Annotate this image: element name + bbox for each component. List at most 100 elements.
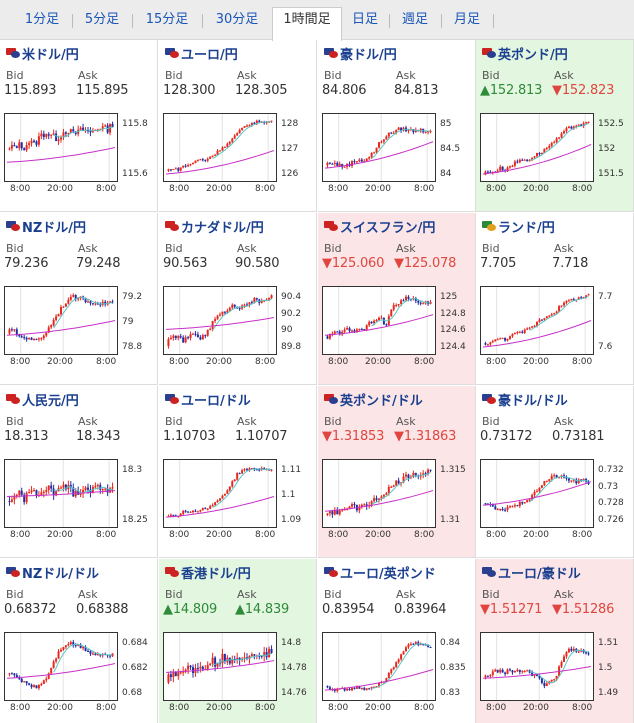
price-chart[interactable]: 128 127 126 8:00 20:00 8:00 xyxy=(163,113,313,197)
currency-cell[interactable]: 英ポンド/ドル Bid Ask ▼1.31853 ▼1.31863 1.315 1.31 8:… xyxy=(318,386,476,558)
pair-name[interactable]: 英ポンド/ドル xyxy=(340,393,423,409)
price-chart[interactable]: 90.4 90.2 90 89.8 8:00 20:00 8:00 xyxy=(163,286,313,370)
tab-daily[interactable]: 日足 xyxy=(351,12,378,27)
pair-name[interactable]: ユーロ/ドル xyxy=(181,393,251,409)
tab-monthly[interactable]: 月足 xyxy=(453,12,480,27)
x-tick-label: 8:00 xyxy=(255,184,276,194)
currency-cell[interactable]: ユーロ/英ポンド Bid Ask 0.83954 0.83964 0.84 0.835 0.8… xyxy=(318,559,476,723)
pair-header[interactable]: ユーロ/円 xyxy=(165,44,238,63)
pair-name[interactable]: 米ドル/円 xyxy=(22,47,79,63)
currency-cell[interactable]: ランド/円 Bid Ask 7.705 7.718 7.7 7.6 8:00 20:00 8:00 xyxy=(476,213,634,385)
tab-5min[interactable]: 5分足 xyxy=(84,12,120,27)
currency-cell[interactable]: 香港ドル/円 Bid Ask ▲14.809 ▲14.839 14.8 14.78 14.76… xyxy=(159,559,317,723)
candle-body xyxy=(231,481,234,487)
price-chart[interactable]: 115.8 115.6 8:00 20:00 8:00 xyxy=(4,113,154,197)
candle-body xyxy=(555,138,558,143)
price-chart[interactable]: 152.5 152 151.5 8:00 20:00 8:00 xyxy=(480,113,630,197)
tab-weekly[interactable]: 週足 xyxy=(401,12,428,27)
pair-name[interactable]: NZドル/円 xyxy=(22,220,87,236)
currency-cell[interactable]: 豪ドル/円 Bid Ask 84.806 84.813 85 84.5 84 8:00 20:00… xyxy=(318,40,476,212)
candle-body xyxy=(419,302,422,304)
candle-body xyxy=(94,486,97,488)
pair-name[interactable]: ユーロ/英ポンド xyxy=(340,566,436,582)
currency-cell[interactable]: 米ドル/円 Bid Ask 115.893 115.895 115.8 115.6 8:00 2… xyxy=(0,40,158,212)
tab-15min[interactable]: 15分足 xyxy=(145,12,189,27)
bid-label: Bid xyxy=(324,588,342,601)
price-chart[interactable]: 85 84.5 84 8:00 20:00 8:00 xyxy=(322,113,472,197)
x-tick-label: 8:00 xyxy=(169,530,190,540)
pair-header[interactable]: 豪ドル/円 xyxy=(324,44,397,63)
currency-cell[interactable]: 英ポンド/円 Bid Ask ▲152.813 ▼152.823 152.5 152 151.… xyxy=(476,40,634,212)
pair-header[interactable]: ユーロ/ドル xyxy=(165,390,251,409)
currency-cell[interactable]: NZドル/ドル Bid Ask 0.68372 0.68388 0.684 0.682 0.6… xyxy=(0,559,158,723)
candle-body xyxy=(201,335,204,340)
price-chart[interactable]: 1.51 1.5 1.49 8:00 20:00 8:00 xyxy=(480,632,630,716)
currency-cell[interactable]: カナダドル/円 Bid Ask 90.563 90.580 90.4 90.2 90 89.8 8… xyxy=(159,213,317,385)
currency-cell[interactable]: ユーロ/ドル Bid Ask 1.10703 1.10707 1.11 1.1 1.09 8:0… xyxy=(159,386,317,558)
price-chart[interactable]: 7.7 7.6 8:00 20:00 8:00 xyxy=(480,286,630,370)
price-chart[interactable]: 14.8 14.78 14.76 8:00 20:00 8:00 xyxy=(163,632,313,716)
candle-body xyxy=(414,642,417,645)
pair-header[interactable]: 英ポンド/円 xyxy=(482,44,568,63)
pair-name[interactable]: ユーロ/豪ドル xyxy=(498,566,581,582)
tab-1hour[interactable]: 1時間足 xyxy=(272,7,342,41)
candle-body xyxy=(174,168,177,170)
tab-1min[interactable]: 1分足 xyxy=(24,12,60,27)
candle-body xyxy=(395,480,398,486)
pair-header[interactable]: 豪ドル/ドル xyxy=(482,390,568,409)
pair-header[interactable]: ランド/円 xyxy=(482,217,555,236)
pair-header[interactable]: 香港ドル/円 xyxy=(165,563,251,582)
candle-body xyxy=(250,467,253,469)
ask-label: Ask xyxy=(396,588,416,601)
currency-cell[interactable]: 人民元/円 Bid Ask 18.313 18.343 18.3 18.25 8:00 20:0… xyxy=(0,386,158,558)
pair-name[interactable]: 豪ドル/ドル xyxy=(498,393,568,409)
candle-body xyxy=(169,674,172,678)
pair-name[interactable]: カナダドル/円 xyxy=(181,220,264,236)
pair-header[interactable]: ユーロ/英ポンド xyxy=(324,563,436,582)
pair-name[interactable]: 香港ドル/円 xyxy=(181,566,251,582)
pair-header[interactable]: 英ポンド/ドル xyxy=(324,390,423,409)
pair-name[interactable]: 英ポンド/円 xyxy=(498,47,568,63)
pair-name[interactable]: ランド/円 xyxy=(498,220,555,236)
price-chart[interactable]: 0.84 0.835 0.83 8:00 20:00 8:00 xyxy=(322,632,472,716)
pair-name[interactable]: NZドル/ドル xyxy=(22,566,100,582)
currency-cell[interactable]: 豪ドル/ドル Bid Ask 0.73172 0.73181 0.732 0.73 0.728… xyxy=(476,386,634,558)
price-chart[interactable]: 1.315 1.31 8:00 20:00 8:00 xyxy=(322,459,472,543)
pair-name[interactable]: ユーロ/円 xyxy=(181,47,238,63)
pair-header[interactable]: 人民元/円 xyxy=(6,390,79,409)
currency-cell[interactable]: ユーロ/円 Bid Ask 128.300 128.305 128 127 126 8:00 20… xyxy=(159,40,317,212)
ma-short-line xyxy=(371,128,431,159)
price-chart[interactable]: 0.684 0.682 0.68 8:00 20:00 8:00 xyxy=(4,632,154,716)
pair-header[interactable]: NZドル/ドル xyxy=(6,563,100,582)
currency-cell[interactable]: ユーロ/豪ドル Bid Ask ▼1.51271 ▼1.51286 1.51 1.5 1.49… xyxy=(476,559,634,723)
candle-body xyxy=(250,654,253,656)
candle-body xyxy=(491,504,494,507)
currency-cell[interactable]: NZドル/円 Bid Ask 79.236 79.248 79.2 79 78.8 8:00 20… xyxy=(0,213,158,385)
tab-30min[interactable]: 30分足 xyxy=(215,12,259,27)
candle-body xyxy=(199,510,202,512)
pair-header[interactable]: スイスフラン/円 xyxy=(324,217,436,236)
pair-name[interactable]: 豪ドル/円 xyxy=(340,47,397,63)
price-chart[interactable]: 1.11 1.1 1.09 8:00 20:00 8:00 xyxy=(163,459,313,543)
y-tick-label: 128 xyxy=(281,119,299,129)
candle-body xyxy=(18,490,21,495)
candle-body xyxy=(184,669,187,672)
ask-value: 90.580 xyxy=(235,256,279,271)
pair-header[interactable]: 米ドル/円 xyxy=(6,44,79,63)
price-chart[interactable]: 125 124.8 124.6 124.4 8:00 20:00 8:00 xyxy=(322,286,472,370)
y-tick-label: 0.68 xyxy=(122,688,143,698)
pair-name[interactable]: 人民元/円 xyxy=(22,393,79,409)
currency-cell[interactable]: スイスフラン/円 Bid Ask ▼125.060 ▼125.078 125 124.8 12… xyxy=(318,213,476,385)
candlestick-svg xyxy=(6,633,116,700)
pair-header[interactable]: ユーロ/豪ドル xyxy=(482,563,581,582)
candle-body xyxy=(368,157,371,159)
candle-body xyxy=(570,648,573,651)
price-chart[interactable]: 0.732 0.73 0.728 0.726 8:00 20:00 8:00 xyxy=(480,459,630,543)
candle-body xyxy=(513,332,516,335)
pair-header[interactable]: NZドル/円 xyxy=(6,217,87,236)
price-chart[interactable]: 79.2 79 78.8 8:00 20:00 8:00 xyxy=(4,286,154,370)
pair-name[interactable]: スイスフラン/円 xyxy=(340,220,436,236)
price-chart[interactable]: 18.3 18.25 8:00 20:00 8:00 xyxy=(4,459,154,543)
pair-header[interactable]: カナダドル/円 xyxy=(165,217,264,236)
candle-body xyxy=(96,484,99,487)
